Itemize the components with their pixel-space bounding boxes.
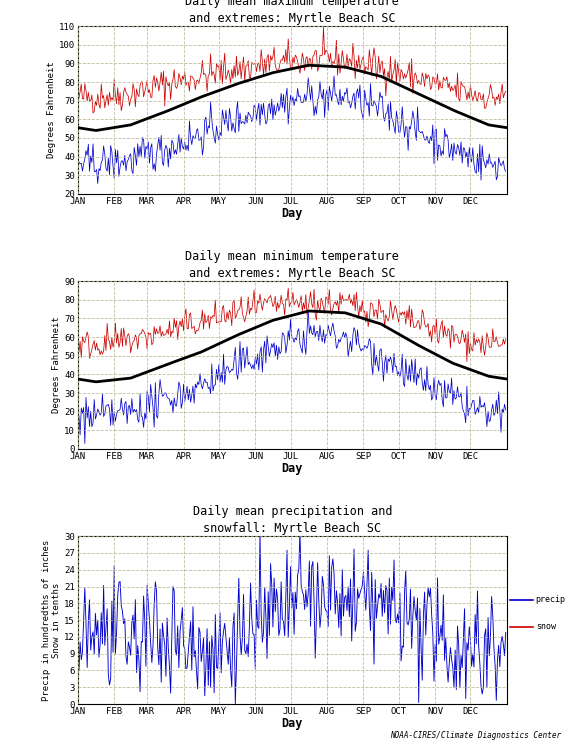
Text: precip: precip — [536, 595, 566, 604]
Title: Daily mean maximum temperature
and extremes: Myrtle Beach SC: Daily mean maximum temperature and extre… — [185, 0, 399, 25]
Text: NOAA-CIRES/Climate Diagnostics Center: NOAA-CIRES/Climate Diagnostics Center — [391, 731, 562, 740]
Title: Daily mean minimum temperature
and extremes: Myrtle Beach SC: Daily mean minimum temperature and extre… — [185, 250, 399, 280]
X-axis label: Day: Day — [282, 207, 303, 220]
Y-axis label: Degrees Fahrenheit: Degrees Fahrenheit — [52, 317, 62, 413]
Y-axis label: Precip in hundredths of inches
Snow in tenths: Precip in hundredths of inches Snow in t… — [42, 539, 62, 701]
X-axis label: Day: Day — [282, 717, 303, 730]
Y-axis label: Degrees Fahrenheit: Degrees Fahrenheit — [47, 62, 56, 159]
Text: snow: snow — [536, 622, 556, 631]
X-axis label: Day: Day — [282, 462, 303, 475]
Title: Daily mean precipitation and
snowfall: Myrtle Beach SC: Daily mean precipitation and snowfall: M… — [192, 505, 392, 535]
